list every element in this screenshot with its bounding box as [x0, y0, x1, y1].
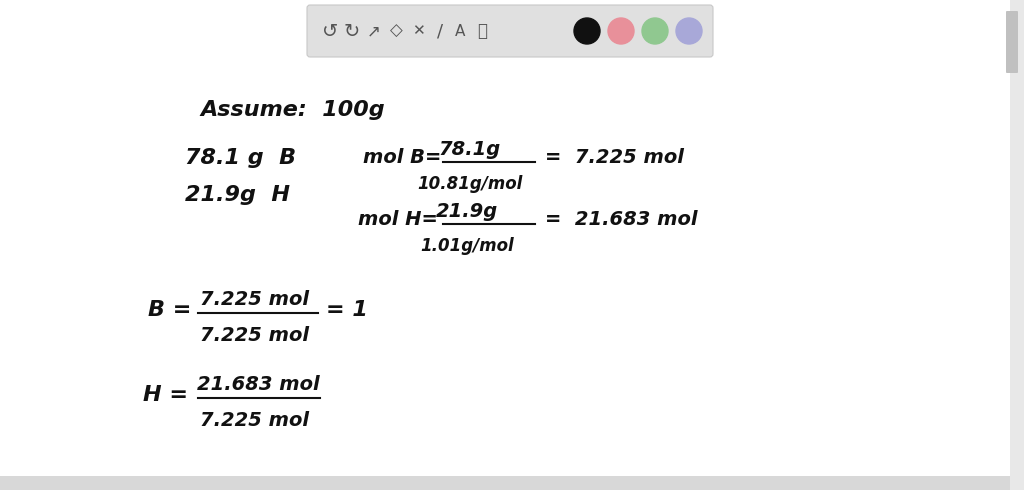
Text: 21.9g  H: 21.9g H — [185, 185, 290, 205]
Text: Assume:  100g: Assume: 100g — [200, 100, 385, 120]
Text: ↻: ↻ — [344, 22, 360, 41]
Text: 21.683 mol: 21.683 mol — [197, 375, 319, 394]
Text: ↗: ↗ — [367, 22, 381, 40]
Text: ✕: ✕ — [412, 24, 424, 39]
Text: 7.225 mol: 7.225 mol — [201, 411, 309, 430]
Text: 78.1 g  B: 78.1 g B — [185, 148, 296, 168]
Text: 10.81g/mol: 10.81g/mol — [418, 175, 522, 193]
Text: = 1: = 1 — [326, 300, 368, 320]
Text: ⬛: ⬛ — [477, 22, 487, 40]
Text: ◇: ◇ — [389, 22, 402, 40]
Circle shape — [608, 18, 634, 44]
Text: A: A — [455, 24, 465, 39]
Text: mol H=: mol H= — [358, 210, 438, 229]
FancyBboxPatch shape — [307, 5, 713, 57]
Text: B =: B = — [148, 300, 191, 320]
FancyBboxPatch shape — [1006, 11, 1018, 73]
Circle shape — [574, 18, 600, 44]
Text: 7.225 mol: 7.225 mol — [201, 326, 309, 345]
Text: 7.225 mol: 7.225 mol — [201, 290, 309, 309]
Text: 78.1g: 78.1g — [439, 140, 501, 159]
Text: H =: H = — [143, 385, 188, 405]
Circle shape — [642, 18, 668, 44]
Text: mol B=: mol B= — [362, 148, 441, 167]
Text: 1.01g/mol: 1.01g/mol — [420, 237, 514, 255]
Text: =  7.225 mol: = 7.225 mol — [545, 148, 684, 167]
Text: 21.9g: 21.9g — [436, 202, 498, 221]
Text: ↺: ↺ — [322, 22, 338, 41]
Bar — [1010, 0, 1024, 490]
Bar — [0, 476, 1024, 490]
Circle shape — [676, 18, 702, 44]
Text: =  21.683 mol: = 21.683 mol — [545, 210, 697, 229]
Text: /: / — [437, 22, 443, 40]
